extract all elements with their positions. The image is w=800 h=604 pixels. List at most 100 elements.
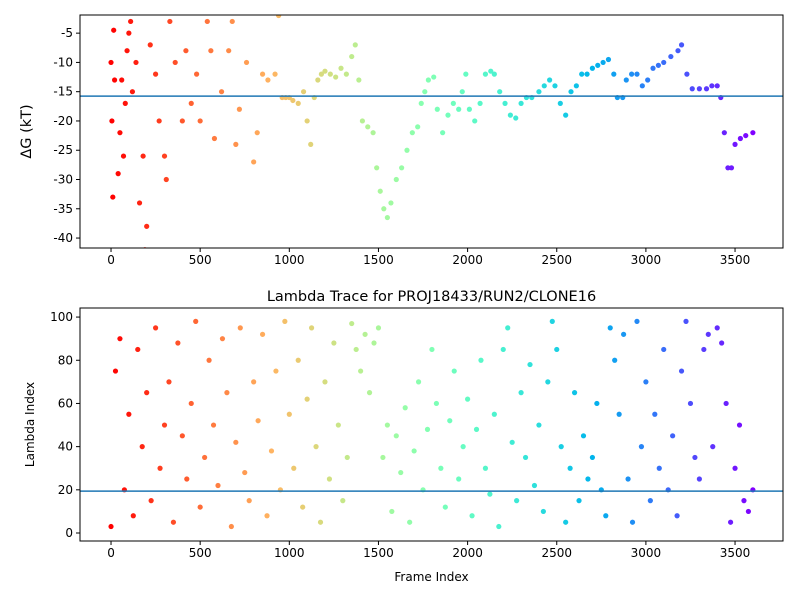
point xyxy=(500,346,506,353)
y-tick-label: -20 xyxy=(53,114,73,128)
point xyxy=(255,418,261,424)
point xyxy=(126,30,132,36)
point xyxy=(210,422,217,428)
point xyxy=(384,214,390,221)
point xyxy=(447,418,453,424)
point xyxy=(589,65,596,71)
point xyxy=(233,141,239,147)
plot-area xyxy=(80,318,783,530)
point xyxy=(120,153,127,159)
point xyxy=(683,318,689,324)
point xyxy=(389,508,395,515)
point xyxy=(111,77,118,83)
point xyxy=(675,48,681,54)
point xyxy=(291,465,297,471)
point xyxy=(554,346,560,353)
point xyxy=(108,523,114,530)
point xyxy=(251,379,257,385)
point xyxy=(728,165,735,171)
point xyxy=(167,18,173,25)
point xyxy=(496,523,502,530)
point xyxy=(333,74,339,80)
x-tick-label: 1500 xyxy=(363,253,394,267)
point xyxy=(585,476,591,482)
point xyxy=(139,444,145,450)
point xyxy=(674,513,680,519)
y-tick-label: -15 xyxy=(53,85,73,99)
point xyxy=(327,71,333,77)
point xyxy=(226,48,232,54)
point xyxy=(563,112,569,118)
point xyxy=(549,318,555,324)
point xyxy=(488,68,494,74)
point xyxy=(308,141,314,147)
point xyxy=(514,498,520,504)
point xyxy=(129,89,136,95)
point xyxy=(456,106,462,112)
x-tick-label: 500 xyxy=(189,253,212,267)
point xyxy=(295,100,301,106)
point xyxy=(638,444,645,450)
point xyxy=(605,56,612,63)
point xyxy=(356,77,362,83)
point xyxy=(456,476,462,482)
point xyxy=(228,523,234,530)
point xyxy=(202,454,208,461)
point xyxy=(589,454,596,461)
point xyxy=(353,346,359,353)
point xyxy=(265,77,271,83)
y-axis-label: ΔG (kT) xyxy=(19,104,35,158)
point xyxy=(422,89,428,95)
point xyxy=(122,100,128,106)
point xyxy=(611,71,617,77)
point xyxy=(451,368,457,374)
point xyxy=(732,465,738,471)
point xyxy=(393,176,399,183)
point xyxy=(625,476,631,482)
point xyxy=(161,422,168,428)
point xyxy=(472,118,478,124)
axes-frame xyxy=(79,14,784,249)
point xyxy=(607,325,613,331)
point xyxy=(527,361,533,368)
point xyxy=(219,336,226,342)
point xyxy=(407,519,413,525)
point xyxy=(434,106,440,112)
point xyxy=(259,71,266,77)
x-axis-label: Frame Index xyxy=(394,570,468,584)
point xyxy=(429,346,435,353)
point xyxy=(568,89,574,95)
x-tick-label: 3000 xyxy=(631,253,662,267)
point xyxy=(463,71,469,77)
point xyxy=(295,357,301,363)
point xyxy=(317,519,324,525)
point xyxy=(398,469,404,476)
point xyxy=(152,71,159,77)
point xyxy=(136,200,143,206)
x-tick-label: 2500 xyxy=(541,546,572,560)
point xyxy=(466,106,472,112)
point xyxy=(110,194,116,200)
point xyxy=(276,15,282,19)
point xyxy=(163,176,169,183)
point xyxy=(375,325,382,331)
point xyxy=(300,89,307,95)
y-axis-label: Lambda Index xyxy=(23,382,37,467)
y-tick-label: 80 xyxy=(58,353,73,367)
point xyxy=(639,83,645,89)
point xyxy=(689,86,695,92)
point xyxy=(384,422,390,428)
x-tick-label: 1500 xyxy=(363,546,394,560)
point xyxy=(701,346,707,353)
point xyxy=(536,89,542,95)
point xyxy=(304,118,310,124)
point xyxy=(558,444,564,450)
point xyxy=(380,454,386,461)
point xyxy=(442,504,448,510)
point xyxy=(670,433,676,439)
point xyxy=(147,42,153,48)
point xyxy=(477,100,483,106)
point xyxy=(409,130,415,136)
x-tick-label: 500 xyxy=(189,546,212,560)
